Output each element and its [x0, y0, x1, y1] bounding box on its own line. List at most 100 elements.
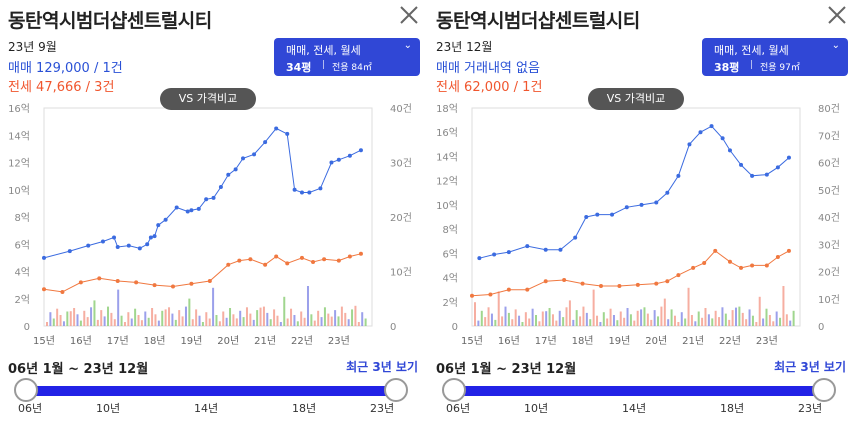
y-left-tick-label: 18억	[436, 103, 458, 115]
vs-compare-button[interactable]: VS 가격비교	[588, 88, 684, 110]
volume-bar	[657, 316, 660, 326]
sale-point	[584, 215, 589, 219]
x-tick-label: 16년	[70, 335, 92, 345]
x-tick-label: 22년	[291, 335, 313, 345]
rent-point	[506, 287, 511, 292]
volume-bar	[677, 322, 680, 326]
volume-bar	[504, 306, 507, 326]
volume-bar	[758, 296, 761, 326]
volume-bar	[507, 312, 510, 326]
volume-bar	[239, 310, 242, 326]
plot-frame	[471, 107, 801, 327]
volume-bar	[751, 315, 754, 326]
volume-bar	[731, 310, 734, 326]
sale-point	[477, 256, 482, 261]
volume-bar	[178, 310, 181, 326]
recent-3y-button[interactable]: 최근 3년 보기	[346, 360, 418, 374]
slider-end-handle[interactable]	[812, 378, 836, 402]
rent-point	[134, 280, 139, 285]
volume-bar	[120, 315, 123, 326]
volume-bar	[487, 307, 490, 326]
volume-bar	[585, 312, 588, 326]
rent-point	[42, 287, 46, 292]
rent-point	[274, 254, 279, 259]
trade-type-filter[interactable]: 매매, 전세, 월세 ⌄ 34평 | 전용 84㎡	[274, 38, 420, 76]
rent-point	[488, 292, 493, 297]
rent-point	[598, 284, 603, 289]
x-tick-label: 23년	[756, 335, 778, 345]
sale-summary: 매매 거래내역 없음	[436, 61, 540, 76]
rent-point	[713, 248, 718, 253]
volume-bar	[785, 314, 788, 326]
filter-types: 매매, 전세, 월세	[714, 44, 789, 57]
sale-point	[252, 152, 257, 157]
volume-bar	[147, 317, 150, 326]
close-icon[interactable]	[398, 4, 420, 26]
sale-point	[156, 223, 161, 228]
sale-point	[211, 195, 216, 200]
y-right-tick-label: 30건	[818, 239, 840, 251]
sale-point	[241, 156, 246, 161]
panel-left: 동탄역시범더샵센트럴시티 23년 9월 매매 129,000 / 1건 전세 4…	[8, 4, 420, 415]
sale-point	[100, 239, 105, 244]
volume-bar	[484, 317, 487, 326]
slider-start-handle[interactable]	[442, 378, 466, 402]
slider-start-handle[interactable]	[14, 378, 38, 402]
volume-bar	[768, 315, 771, 326]
price-chart: 18억 16억 14억 12억 10억 8억 6억 4억 2억 0 80건 70건 60건 50건 40건 3…	[436, 103, 840, 345]
slider-tick: 23년	[370, 402, 395, 415]
volume-bar	[76, 314, 79, 326]
close-icon[interactable]	[826, 4, 848, 26]
period-slider-track[interactable]	[452, 386, 824, 396]
apartment-title: 동탄역시범더샵센트럴시티	[436, 10, 640, 32]
volume-bar	[694, 321, 697, 326]
area-main: 34평	[286, 61, 312, 74]
area-separator: |	[750, 60, 754, 70]
volume-bar	[110, 312, 113, 326]
rent-point	[115, 279, 120, 284]
slider-tick: 06년	[18, 402, 43, 415]
volume-bar	[269, 319, 272, 326]
volume-bar	[721, 307, 724, 326]
sale-point	[285, 131, 290, 136]
period-slider-track[interactable]	[24, 386, 396, 396]
y-left-tick-label: 14억	[436, 151, 458, 163]
volume-bar	[596, 315, 599, 326]
volume-bar	[184, 306, 187, 326]
sale-point	[347, 153, 352, 158]
area-separator: |	[322, 60, 326, 70]
volume-bar	[697, 311, 700, 326]
volume-bar	[724, 313, 727, 326]
vs-compare-button[interactable]: VS 가격비교	[160, 88, 256, 110]
volume-bar	[232, 314, 235, 326]
volume-bar	[137, 315, 140, 326]
volume-bar	[775, 311, 778, 326]
recent-3y-button[interactable]: 최근 3년 보기	[774, 360, 846, 374]
volume-bar	[762, 318, 765, 326]
chevron-down-icon: ⌄	[403, 40, 412, 51]
volume-bar	[640, 309, 643, 326]
rent-point	[654, 281, 659, 286]
volume-bar	[52, 318, 55, 326]
x-tick-label: 17년	[535, 335, 557, 345]
volume-bar	[589, 319, 592, 326]
rent-point	[189, 281, 194, 286]
trade-type-filter[interactable]: 매매, 전세, 월세 ⌄ 38평 | 전용 97㎡	[702, 38, 848, 76]
volume-bar	[191, 319, 194, 326]
sale-point	[676, 173, 681, 178]
sale-point	[263, 140, 268, 145]
volume-bar	[330, 316, 333, 326]
volume-bar	[619, 311, 622, 326]
volume-bar	[667, 319, 670, 326]
x-tick-label: 19년	[608, 335, 630, 345]
volume-bar	[334, 310, 337, 326]
volume-bar	[154, 314, 157, 326]
filter-types: 매매, 전세, 월세	[286, 44, 361, 57]
volume-bar	[653, 310, 656, 326]
volume-bar	[704, 308, 707, 326]
slider-end-handle[interactable]	[384, 378, 408, 402]
volume-bar	[511, 319, 514, 326]
volume-bar	[242, 317, 245, 326]
volume-bar	[728, 319, 731, 326]
volume-bar	[79, 320, 82, 326]
